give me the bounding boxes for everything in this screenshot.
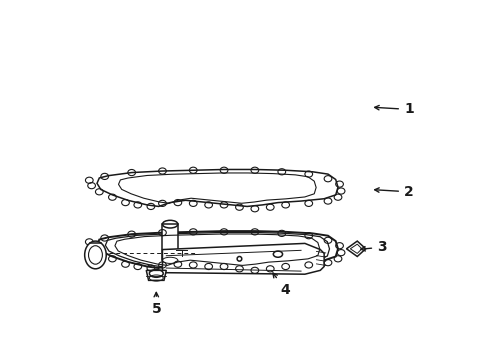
Ellipse shape bbox=[84, 241, 106, 269]
Polygon shape bbox=[105, 233, 329, 267]
Text: 4: 4 bbox=[272, 273, 290, 297]
Polygon shape bbox=[97, 231, 337, 268]
Polygon shape bbox=[162, 243, 324, 274]
Text: 3: 3 bbox=[360, 240, 386, 254]
Text: 2: 2 bbox=[374, 185, 413, 199]
Polygon shape bbox=[97, 170, 337, 206]
Text: 5: 5 bbox=[151, 292, 161, 316]
Text: 1: 1 bbox=[374, 102, 413, 116]
Polygon shape bbox=[346, 241, 365, 256]
Polygon shape bbox=[162, 249, 178, 273]
Polygon shape bbox=[162, 224, 178, 260]
Polygon shape bbox=[146, 270, 166, 280]
